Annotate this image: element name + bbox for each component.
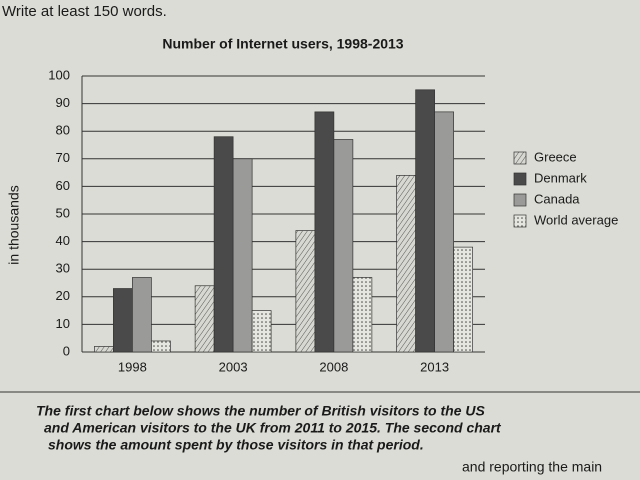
legend-swatch xyxy=(513,214,527,228)
legend-label: World average xyxy=(534,212,618,227)
bar xyxy=(132,277,152,353)
task-line: shows the amount spent by those visitors… xyxy=(48,437,424,453)
task-line: and American visitors to the UK from 201… xyxy=(44,420,502,436)
chart-title: Number of Internet users, 1998-2013 xyxy=(162,36,403,52)
bar xyxy=(251,310,272,353)
task-text: The first chart below shows the number o… xyxy=(36,403,602,475)
bar xyxy=(213,136,234,353)
legend-label: Denmark xyxy=(534,170,587,185)
y-tick-label: 70 xyxy=(56,150,70,165)
bar xyxy=(415,89,435,353)
y-tick-label: 60 xyxy=(56,178,70,193)
bar xyxy=(453,246,473,353)
legend-label: Greece xyxy=(534,149,577,164)
bar xyxy=(113,288,133,353)
bar xyxy=(151,340,171,353)
task-line: and reporting the main xyxy=(462,459,602,475)
bar xyxy=(333,139,354,353)
bar xyxy=(232,158,253,353)
bar xyxy=(295,230,316,353)
bar xyxy=(434,111,454,353)
instruction: Write at least 150 words. xyxy=(2,3,167,20)
y-tick-label: 80 xyxy=(56,123,70,138)
x-tick-label: 2013 xyxy=(420,359,449,374)
bar xyxy=(314,111,335,353)
legend-swatch xyxy=(513,151,527,165)
y-tick-label: 0 xyxy=(63,343,70,358)
task-line: The first chart below shows the number o… xyxy=(36,403,485,419)
y-tick-label: 100 xyxy=(48,67,70,82)
bar xyxy=(352,277,373,353)
bar xyxy=(94,346,114,353)
x-tick-label: 2003 xyxy=(219,359,248,374)
y-tick-label: 50 xyxy=(56,205,70,220)
legend-label: Canada xyxy=(534,191,580,206)
x-tick-label: 2008 xyxy=(319,359,348,374)
x-tick-label: 1998 xyxy=(118,359,147,374)
bar xyxy=(396,175,416,353)
bar xyxy=(194,285,215,353)
y-tick-label: 20 xyxy=(56,288,70,303)
y-tick-label: 90 xyxy=(56,95,70,110)
legend-swatch xyxy=(513,193,527,207)
legend-swatch xyxy=(513,172,527,186)
y-tick-label: 40 xyxy=(56,233,70,248)
y-tick-label: 30 xyxy=(56,261,70,276)
y-tick-label: 10 xyxy=(56,316,70,331)
y-axis-label: in thousands xyxy=(6,185,22,264)
